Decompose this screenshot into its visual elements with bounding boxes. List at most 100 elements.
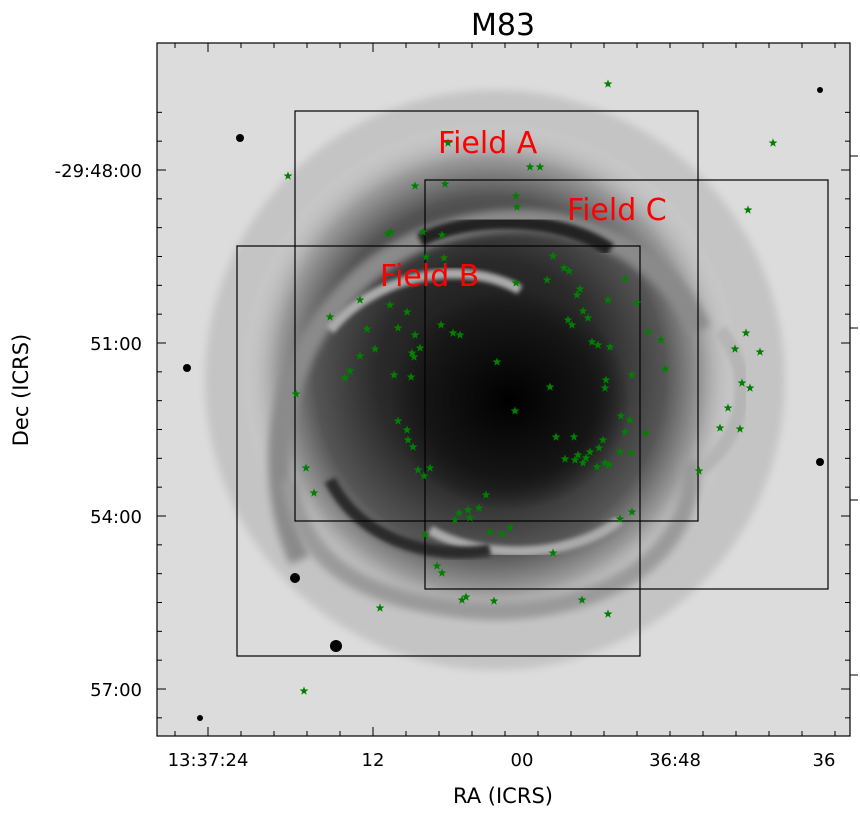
star-marker [375,603,385,612]
star-marker [454,508,464,517]
star-marker [768,138,778,147]
star-marker [600,458,610,467]
star-marker [641,428,651,437]
star-marker [489,596,499,605]
star-marker [587,337,597,346]
star-marker [383,229,393,238]
star-marker [551,432,561,441]
star-marker [603,295,613,304]
star-marker [512,202,522,211]
star-marker [299,686,309,695]
y-axis-label: Dec (ICRS) [9,334,33,446]
star-markers [283,79,778,695]
star-marker [616,411,626,420]
star-marker [594,443,604,452]
star-marker [505,523,515,532]
star-marker [660,364,670,373]
axis-ticks [157,43,858,736]
star-marker [581,453,591,462]
field-b-label: Field B [380,259,479,294]
star-marker [408,442,418,451]
field-b-box [236,245,641,657]
star-marker [563,315,573,324]
star-marker [355,295,365,304]
star-marker [741,328,751,337]
star-marker [407,348,417,357]
star-marker [620,274,630,283]
star-marker [415,343,425,352]
star-marker [615,514,625,523]
star-marker [548,251,558,260]
star-marker [545,382,555,391]
star-marker [735,424,745,433]
x-tick-label: 12 [362,750,385,771]
star-marker [573,450,583,459]
y-tick-label: 57:00 [90,680,142,701]
star-marker [345,366,355,375]
star-marker [497,529,507,538]
y-tick-label: -29:48:00 [55,161,142,182]
star-marker [643,327,653,336]
star-marker [510,406,520,415]
star-marker [578,306,588,315]
star-marker [340,373,350,382]
star-marker [511,278,521,287]
star-marker [413,465,423,474]
star-marker [461,592,471,601]
star-marker [601,375,611,384]
star-marker [598,435,608,444]
field-c-box [424,179,829,590]
star-marker [578,458,588,467]
star-marker [301,463,311,472]
star-marker [600,383,610,392]
star-marker [419,471,429,480]
y-tick-label: 54:00 [90,507,142,528]
star-marker [548,548,558,557]
star-marker [386,227,396,236]
star-marker [730,344,740,353]
star-marker [325,312,335,321]
star-marker [737,378,747,387]
star-marker [291,389,301,398]
x-axis-label: RA (ICRS) [453,784,553,808]
star-marker [577,595,587,604]
x-tick-label: 00 [511,750,534,771]
star-marker [572,290,582,299]
star-marker [402,307,412,316]
star-marker [362,324,372,333]
star-marker [410,330,420,339]
star-marker [455,330,465,339]
star-marker [406,372,416,381]
star-marker [436,320,446,329]
star-marker [535,162,545,171]
star-marker [755,347,765,356]
star-marker [593,340,603,349]
field-c-label: Field C [567,193,667,228]
star-marker [393,416,403,425]
x-tick-label: 36 [813,750,836,771]
star-marker [402,425,412,434]
star-marker [283,171,293,180]
star-marker [440,179,450,188]
star-marker [632,298,642,307]
star-marker [420,530,430,539]
star-marker [583,313,593,322]
star-marker [745,383,755,392]
star-marker [463,505,473,514]
star-marker [443,138,453,147]
star-marker [370,344,380,353]
star-marker [620,427,630,436]
star-marker [511,191,521,200]
x-tick-labels: 13:37:24 12 00 36:48 36 [168,750,836,771]
field-a-label: Field A [438,126,538,161]
star-marker [585,447,595,456]
y-tick-label: 51:00 [90,334,142,355]
star-marker [457,595,467,604]
star-marker [567,320,577,329]
star-marker [605,342,615,351]
star-marker [570,455,580,464]
star-marker [560,454,570,463]
star-marker [627,370,637,379]
star-marker [694,466,704,475]
star-marker [410,181,420,190]
